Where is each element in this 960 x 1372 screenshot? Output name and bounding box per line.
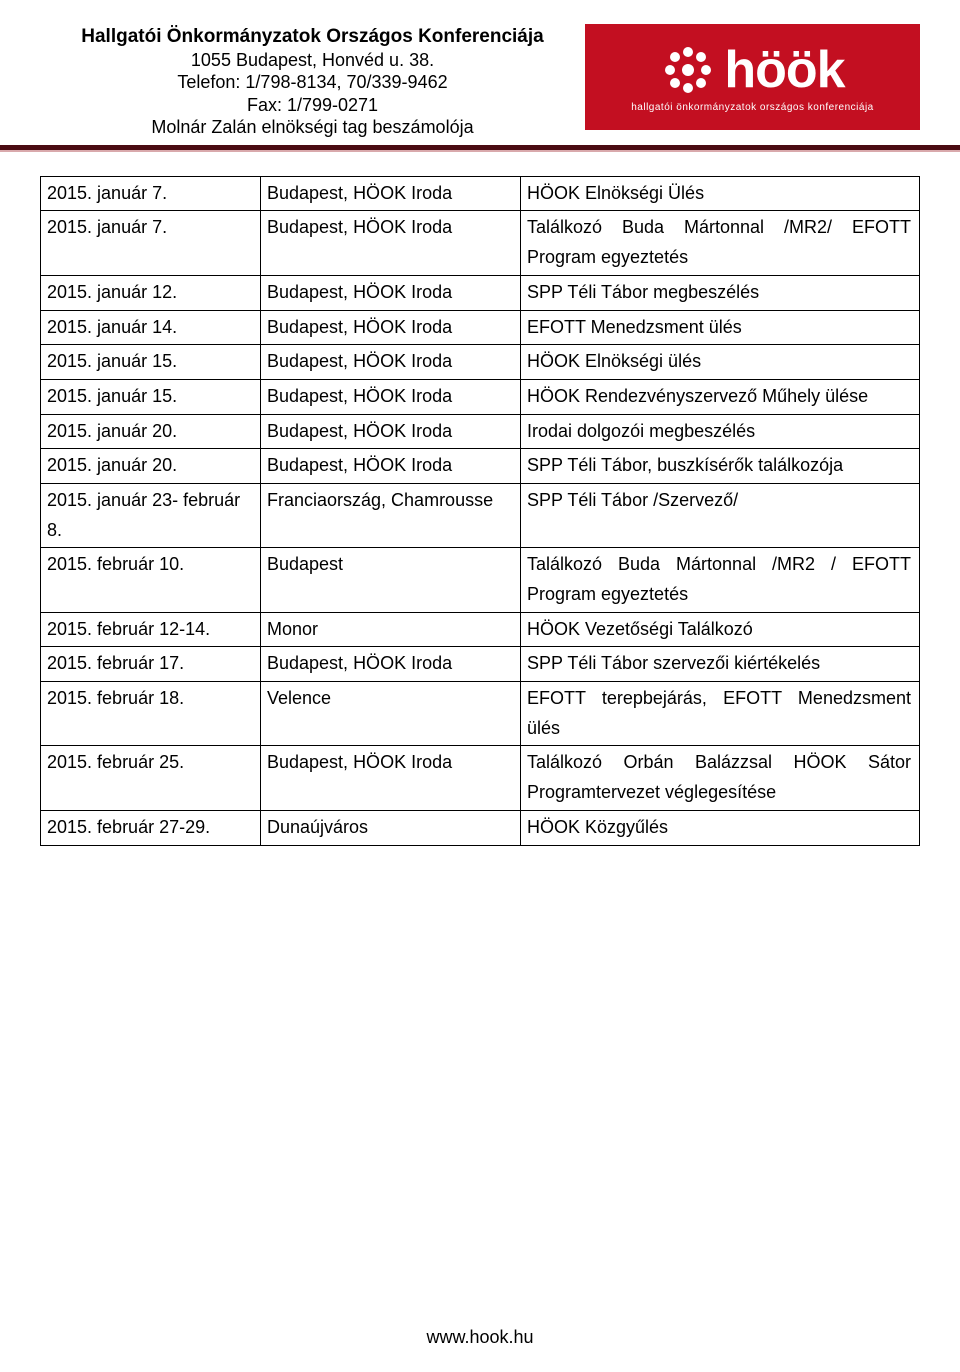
cell-description: HÖOK Elnökségi Ülés: [521, 176, 920, 211]
cell-place: Budapest, HÖOK Iroda: [261, 449, 521, 484]
cell-date: 2015. január 20.: [41, 414, 261, 449]
cell-date: 2015. február 27-29.: [41, 810, 261, 845]
header-rule-light: [0, 150, 960, 152]
table-row: 2015. február 18.VelenceEFOTT terepbejár…: [41, 682, 920, 746]
cell-description: Irodai dolgozói megbeszélés: [521, 414, 920, 449]
cell-date: 2015. február 25.: [41, 746, 261, 810]
table-row: 2015. január 20.Budapest, HÖOK IrodaSPP …: [41, 449, 920, 484]
cell-place: Dunaújváros: [261, 810, 521, 845]
table-row: 2015. január 7.Budapest, HÖOK IrodaHÖOK …: [41, 176, 920, 211]
table-row: 2015. február 17.Budapest, HÖOK IrodaSPP…: [41, 647, 920, 682]
cell-description: SPP Téli Tábor megbeszélés: [521, 275, 920, 310]
cell-place: Velence: [261, 682, 521, 746]
cell-date: 2015. január 15.: [41, 379, 261, 414]
cell-date: 2015. január 7.: [41, 211, 261, 275]
cell-place: Budapest, HÖOK Iroda: [261, 647, 521, 682]
table-row: 2015. január 15.Budapest, HÖOK IrodaHÖOK…: [41, 379, 920, 414]
cell-date: 2015. február 12-14.: [41, 612, 261, 647]
table-row: 2015. január 15.Budapest, HÖOK IrodaHÖOK…: [41, 345, 920, 380]
cell-place: Budapest, HÖOK Iroda: [261, 176, 521, 211]
table-row: 2015. február 12-14.MonorHÖOK Vezetőségi…: [41, 612, 920, 647]
cell-place: Budapest, HÖOK Iroda: [261, 379, 521, 414]
logo: höök hallgatói önkormányzatok országos k…: [585, 24, 920, 130]
cell-date: 2015. január 23- február 8.: [41, 483, 261, 547]
cell-description: HÖOK Rendezvényszervező Műhely ülése: [521, 379, 920, 414]
logo-text: höök: [724, 44, 844, 96]
report-subtitle: Molnár Zalán elnökségi tag beszámolója: [40, 116, 585, 139]
cell-place: Budapest, HÖOK Iroda: [261, 211, 521, 275]
table-row: 2015. január 20.Budapest, HÖOK IrodaIrod…: [41, 414, 920, 449]
cell-description: EFOTT terepbejárás, EFOTT Menedzsment ül…: [521, 682, 920, 746]
table-row: 2015. január 23- február 8.Franciaország…: [41, 483, 920, 547]
org-fax: Fax: 1/799-0271: [40, 94, 585, 117]
cell-place: Monor: [261, 612, 521, 647]
cell-description: Találkozó Buda Mártonnal /MR2 / EFOTT Pr…: [521, 548, 920, 612]
cell-place: Budapest, HÖOK Iroda: [261, 345, 521, 380]
cell-description: SPP Téli Tábor szervezői kiértékelés: [521, 647, 920, 682]
events-table: 2015. január 7.Budapest, HÖOK IrodaHÖOK …: [40, 176, 920, 846]
cell-date: 2015. január 12.: [41, 275, 261, 310]
cell-date: 2015. január 7.: [41, 176, 261, 211]
cell-date: 2015. február 17.: [41, 647, 261, 682]
table-row: 2015. január 7.Budapest, HÖOK IrodaTalál…: [41, 211, 920, 275]
document-header: Hallgatói Önkormányzatok Országos Konfer…: [40, 24, 920, 139]
cell-description: Találkozó Buda Mártonnal /MR2/ EFOTT Pro…: [521, 211, 920, 275]
cell-description: SPP Téli Tábor, buszkísérők találkozója: [521, 449, 920, 484]
table-row: 2015. február 25.Budapest, HÖOK IrodaTal…: [41, 746, 920, 810]
table-row: 2015. január 14.Budapest, HÖOK IrodaEFOT…: [41, 310, 920, 345]
org-address: 1055 Budapest, Honvéd u. 38.: [40, 49, 585, 72]
org-phone: Telefon: 1/798-8134, 70/339-9462: [40, 71, 585, 94]
table-row: 2015. február 10.BudapestTalálkozó Buda …: [41, 548, 920, 612]
footer-url: www.hook.hu: [0, 1327, 960, 1348]
cell-date: 2015. január 20.: [41, 449, 261, 484]
logo-rosette-icon: [660, 42, 716, 98]
cell-date: 2015. január 15.: [41, 345, 261, 380]
cell-place: Budapest, HÖOK Iroda: [261, 746, 521, 810]
cell-description: Találkozó Orbán Balázzsal HÖOK Sátor Pro…: [521, 746, 920, 810]
cell-place: Budapest, HÖOK Iroda: [261, 414, 521, 449]
cell-place: Budapest: [261, 548, 521, 612]
cell-place: Franciaország, Chamrousse: [261, 483, 521, 547]
cell-description: SPP Téli Tábor /Szervező/: [521, 483, 920, 547]
cell-date: 2015. február 18.: [41, 682, 261, 746]
org-title: Hallgatói Önkormányzatok Országos Konfer…: [40, 26, 585, 49]
table-row: 2015. február 27-29.DunaújvárosHÖOK Közg…: [41, 810, 920, 845]
cell-description: HÖOK Elnökségi ülés: [521, 345, 920, 380]
cell-place: Budapest, HÖOK Iroda: [261, 310, 521, 345]
cell-date: 2015. január 14.: [41, 310, 261, 345]
table-row: 2015. január 12.Budapest, HÖOK IrodaSPP …: [41, 275, 920, 310]
cell-description: HÖOK Vezetőségi Találkozó: [521, 612, 920, 647]
cell-description: HÖOK Közgyűlés: [521, 810, 920, 845]
cell-date: 2015. február 10.: [41, 548, 261, 612]
header-text-block: Hallgatói Önkormányzatok Országos Konfer…: [40, 24, 585, 139]
cell-place: Budapest, HÖOK Iroda: [261, 275, 521, 310]
logo-subtext: hallgatói önkormányzatok országos konfer…: [631, 102, 874, 113]
cell-description: EFOTT Menedzsment ülés: [521, 310, 920, 345]
